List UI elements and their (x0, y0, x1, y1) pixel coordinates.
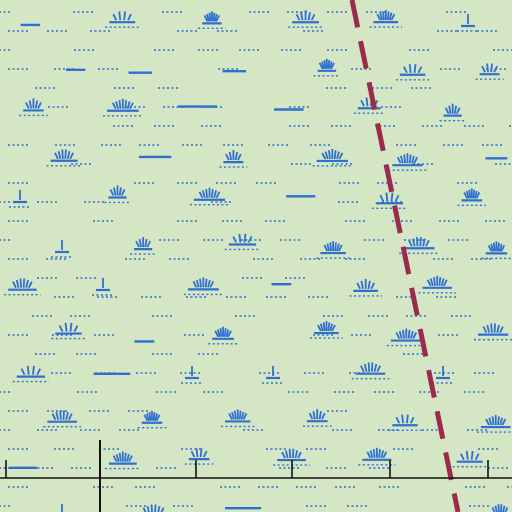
marsh-symbol (452, 450, 487, 468)
marsh-symbol (46, 149, 82, 167)
marsh-symbol (457, 14, 479, 32)
boundary-line (349, 0, 461, 512)
marsh-symbol (4, 278, 41, 296)
marsh-symbol (221, 409, 255, 428)
marsh-symbol (316, 241, 350, 259)
marsh-symbol (369, 10, 403, 28)
marsh-symbol (302, 409, 332, 427)
dash-layer (0, 11, 512, 507)
marsh-symbol (51, 322, 86, 340)
marsh-symbol (181, 366, 203, 384)
marsh-symbol (208, 326, 239, 345)
marsh-symbol (288, 10, 323, 28)
marsh-symbol (102, 98, 143, 117)
marsh-symbol (481, 241, 512, 260)
marsh-symbol (457, 188, 487, 207)
marsh-symbol (432, 366, 454, 384)
marsh-symbol (105, 11, 140, 28)
marsh-symbol (388, 414, 422, 431)
marsh-symbol (475, 63, 504, 80)
marsh-symbol (183, 277, 223, 296)
marsh-symbol (92, 278, 114, 296)
marsh-symbol (262, 366, 284, 384)
marsh-symbol (198, 11, 226, 30)
marsh-symbol (439, 103, 466, 122)
marsh-symbol (358, 447, 396, 466)
marsh-symbol (474, 323, 512, 341)
marsh-symbol (12, 365, 49, 383)
marsh-symbol (137, 410, 167, 429)
marsh-symbol (418, 275, 456, 294)
marsh-symbol (395, 63, 430, 81)
fence-line (0, 440, 512, 512)
marsh-symbol (9, 190, 31, 208)
marsh-symbol (313, 58, 341, 77)
marsh-symbol (371, 192, 408, 209)
marsh-symbol (61, 504, 63, 512)
marsh-symbol (43, 410, 81, 428)
marsh-symbol (104, 451, 141, 470)
marsh-symbol (491, 504, 509, 512)
marsh-symbol (189, 187, 230, 206)
marsh-symbol (51, 240, 73, 258)
marsh-symbol (184, 448, 214, 465)
marsh-symbol (142, 504, 165, 512)
marsh-symbol (386, 328, 426, 347)
marsh-symbol (310, 321, 343, 339)
marsh-symbol (312, 148, 352, 167)
marsh-symbol (130, 237, 157, 255)
marsh-symbol (351, 362, 390, 380)
marsh-symbol (476, 415, 512, 433)
marsh-symbol (104, 185, 131, 204)
marsh-symbol (219, 150, 248, 168)
marsh-symbol (388, 153, 427, 171)
marsh-symbol (349, 278, 382, 297)
marsh-symbol (19, 98, 48, 117)
